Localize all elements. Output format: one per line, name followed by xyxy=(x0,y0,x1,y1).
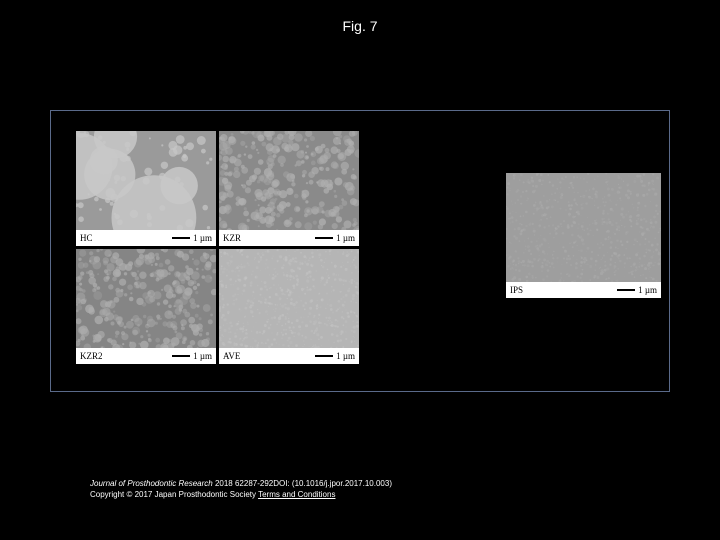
figure-frame: HC 1 µm KZR 1 µm KZR2 1 µm AVE 1 µm IPS 1 µm xyxy=(50,110,670,392)
panel-label-bar: HC 1 µm xyxy=(76,230,216,246)
panel-kzr2: KZR2 1 µm xyxy=(76,249,216,364)
figure-title: Fig. 7 xyxy=(342,18,377,34)
scale-bar: 1 µm xyxy=(315,351,355,361)
panel-label: KZR xyxy=(223,233,241,243)
scale-text: 1 µm xyxy=(638,285,657,295)
scale-text: 1 µm xyxy=(193,351,212,361)
panel-label-bar: KZR2 1 µm xyxy=(76,348,216,364)
panel-label: IPS xyxy=(510,285,523,295)
scale-line-icon xyxy=(172,355,190,357)
scale-line-icon xyxy=(315,355,333,357)
scale-bar: 1 µm xyxy=(617,285,657,295)
scale-bar: 1 µm xyxy=(172,351,212,361)
citation-block: Journal of Prosthodontic Research 2018 6… xyxy=(90,478,392,500)
terms-link[interactable]: Terms and Conditions xyxy=(258,490,335,499)
journal-name: Journal of Prosthodontic Research xyxy=(90,479,213,488)
panel-label: HC xyxy=(80,233,93,243)
panel-label: KZR2 xyxy=(80,351,103,361)
scale-text: 1 µm xyxy=(336,351,355,361)
scale-bar: 1 µm xyxy=(315,233,355,243)
panel-label: AVE xyxy=(223,351,240,361)
panel-kzr: KZR 1 µm xyxy=(219,131,359,246)
scale-line-icon xyxy=(315,237,333,239)
copyright-text: Copyright © 2017 Japan Prosthodontic Soc… xyxy=(90,490,258,499)
scale-line-icon xyxy=(617,289,635,291)
panel-label-bar: KZR 1 µm xyxy=(219,230,359,246)
scale-text: 1 µm xyxy=(336,233,355,243)
citation-ref: 2018 62287-292DOI: (10.1016/j.jpor.2017.… xyxy=(213,479,392,488)
panel-ips: IPS 1 µm xyxy=(506,173,661,298)
scale-bar: 1 µm xyxy=(172,233,212,243)
panel-ave: AVE 1 µm xyxy=(219,249,359,364)
scale-text: 1 µm xyxy=(193,233,212,243)
panel-hc: HC 1 µm xyxy=(76,131,216,246)
panel-label-bar: AVE 1 µm xyxy=(219,348,359,364)
scale-line-icon xyxy=(172,237,190,239)
panel-label-bar: IPS 1 µm xyxy=(506,282,661,298)
